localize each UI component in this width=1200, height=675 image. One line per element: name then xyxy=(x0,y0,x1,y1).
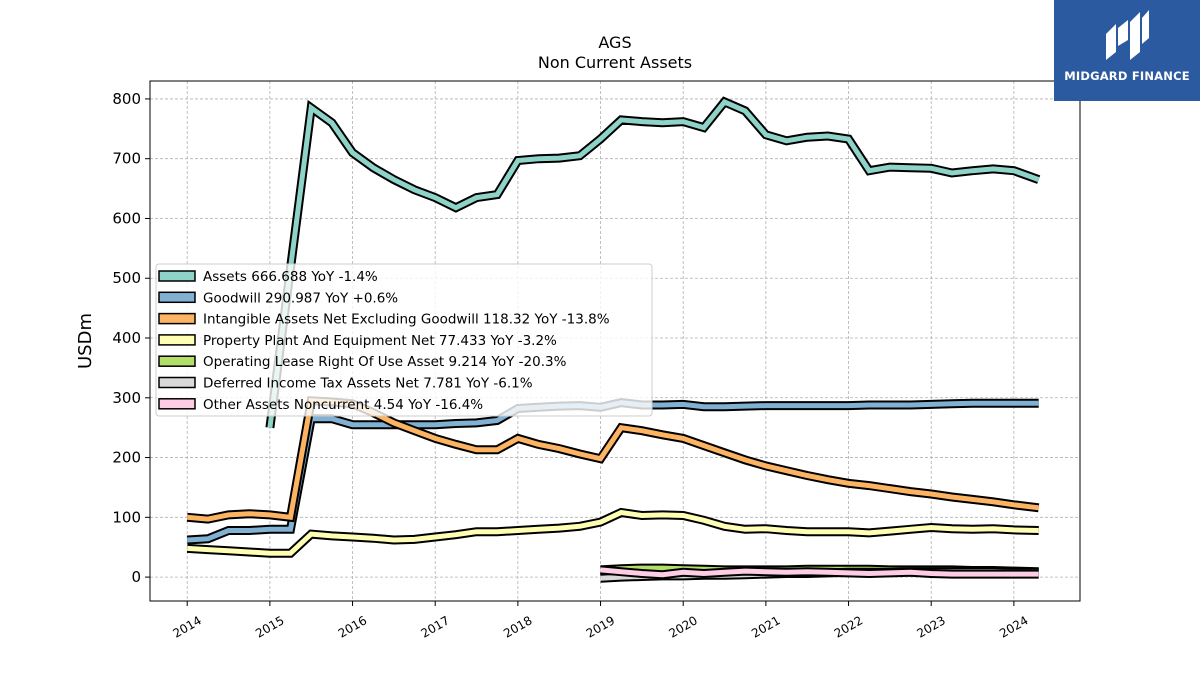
legend-label: Operating Lease Right Of Use Asset 9.214… xyxy=(203,354,567,370)
chart-subtitle: Non Current Assets xyxy=(537,53,693,72)
y-axis-label: USDm xyxy=(75,313,96,369)
midgard-logo-icon xyxy=(1106,10,1149,60)
legend-swatch xyxy=(158,312,196,325)
legend-label: Deferred Income Tax Assets Net 7.781 YoY… xyxy=(203,376,533,392)
series-layer xyxy=(186,96,1041,583)
plot-frame xyxy=(149,80,1081,602)
legend-swatch xyxy=(158,398,196,410)
x-tick-label: 2021 xyxy=(749,613,782,640)
legend-swatch xyxy=(158,355,196,367)
y-tick-label: 700 xyxy=(112,150,141,168)
x-tick-label: 2015 xyxy=(253,613,286,640)
legend-label: Property Plant And Equipment Net 77.433 … xyxy=(203,333,557,349)
series-line-1 xyxy=(267,98,1040,429)
x-tick-label: 2020 xyxy=(666,613,699,640)
y-tick-label: 600 xyxy=(112,209,141,227)
y-tick-label: 200 xyxy=(112,449,141,467)
y-tick-label: 300 xyxy=(112,389,141,407)
legend-label: Intangible Assets Net Excluding Goodwill… xyxy=(203,312,610,328)
legend-label: Other Assets Noncurrent 4.54 YoY -16.4% xyxy=(203,397,483,413)
chart-title: AGS xyxy=(598,33,632,52)
x-tick-label: 2019 xyxy=(584,613,617,640)
legend-label: Goodwill 290.987 YoY +0.6% xyxy=(203,290,398,306)
series-line-7 xyxy=(600,567,1039,578)
legend-label: Assets 666.688 YoY -1.4% xyxy=(203,269,378,285)
logo-text: MIDGARD FINANCE xyxy=(1064,69,1190,83)
y-tick-label: 0 xyxy=(131,568,141,586)
y-tick-label: 500 xyxy=(112,269,141,287)
y-tick-label: 400 xyxy=(112,329,141,347)
legend-box xyxy=(155,263,653,417)
x-tick-label: 2017 xyxy=(418,613,451,640)
x-tick-label: 2018 xyxy=(501,613,534,640)
y-tick-label: 800 xyxy=(112,90,141,108)
x-tick-label: 2022 xyxy=(832,613,865,640)
x-tick-label: 2016 xyxy=(336,613,369,640)
brand-logo: MIDGARD FINANCE xyxy=(1054,0,1200,101)
x-tick-label: 2024 xyxy=(997,613,1030,640)
legend-swatch xyxy=(158,376,196,389)
series-line-4 xyxy=(187,509,1039,556)
x-tick-label: 2014 xyxy=(170,613,203,640)
legend-swatch xyxy=(158,334,196,346)
legend-swatch xyxy=(158,291,196,304)
legend-swatch xyxy=(158,270,196,282)
legend: Assets 666.688 YoY -1.4% Goodwill 290.987… xyxy=(155,263,653,417)
x-tick-label: 2023 xyxy=(914,613,947,640)
y-tick-label: 100 xyxy=(112,508,141,526)
